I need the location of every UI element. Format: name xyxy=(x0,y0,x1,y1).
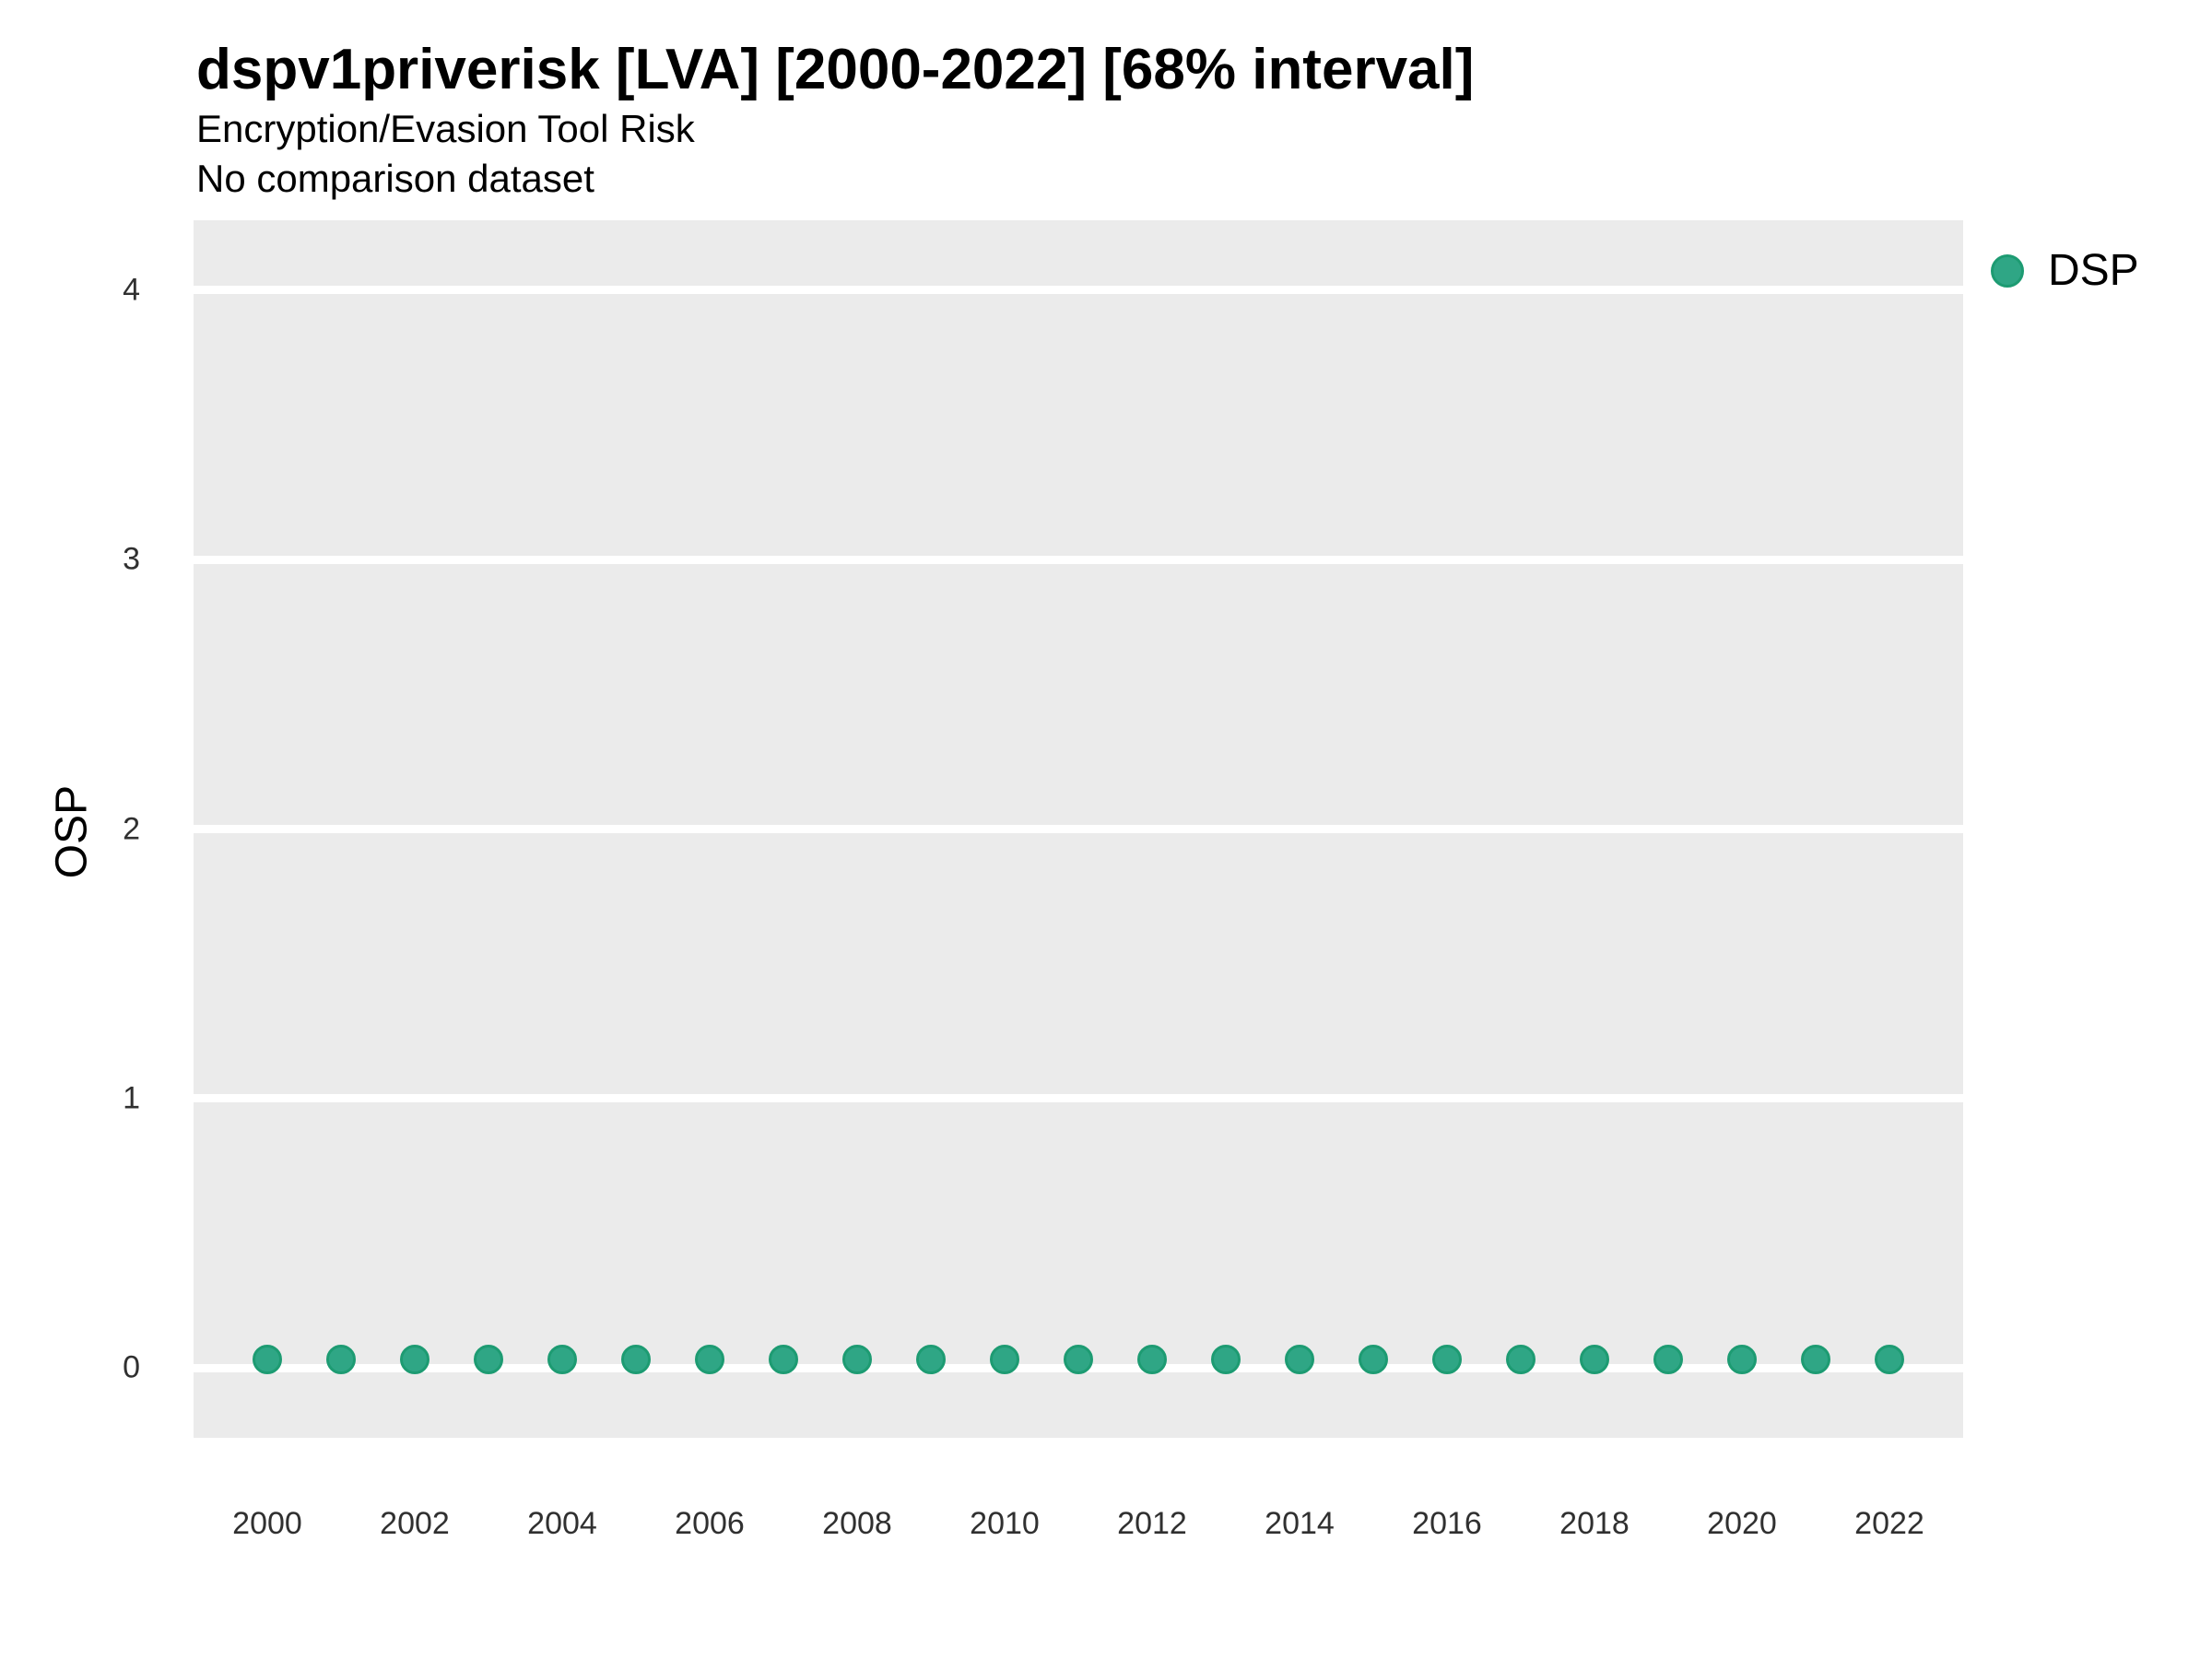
major-gridline-y-2 xyxy=(194,825,1963,833)
data-point-DSP-2001 xyxy=(326,1345,356,1375)
data-point-DSP-2002 xyxy=(400,1345,429,1375)
data-point-DSP-2020 xyxy=(1727,1345,1757,1375)
data-point-DSP-2011 xyxy=(1064,1345,1093,1375)
y-tick-label-2: 2 xyxy=(123,811,140,846)
x-tick-label-2012: 2012 xyxy=(1117,1506,1187,1541)
data-point-DSP-2015 xyxy=(1359,1345,1388,1375)
data-point-DSP-2013 xyxy=(1211,1345,1241,1375)
x-tick-label-2010: 2010 xyxy=(970,1506,1040,1541)
y-tick-label-3: 3 xyxy=(123,541,140,577)
x-tick-label-2006: 2006 xyxy=(675,1506,745,1541)
x-tick-label-2000: 2000 xyxy=(232,1506,302,1541)
x-tick-label-2002: 2002 xyxy=(380,1506,450,1541)
y-tick-label-1: 1 xyxy=(123,1080,140,1116)
data-point-DSP-2007 xyxy=(769,1345,798,1375)
data-point-DSP-2022 xyxy=(1875,1345,1904,1375)
plot-panel xyxy=(194,220,1963,1438)
y-tick-label-0: 0 xyxy=(123,1349,140,1385)
data-point-DSP-2003 xyxy=(474,1345,503,1375)
data-point-DSP-2019 xyxy=(1653,1345,1683,1375)
data-point-DSP-2021 xyxy=(1801,1345,1830,1375)
data-point-DSP-2018 xyxy=(1580,1345,1609,1375)
x-tick-label-2020: 2020 xyxy=(1707,1506,1777,1541)
legend-point-marker xyxy=(1991,253,2024,288)
x-tick-label-2018: 2018 xyxy=(1559,1506,1630,1541)
x-tick-label-2014: 2014 xyxy=(1265,1506,1335,1541)
x-tick-label-2008: 2008 xyxy=(822,1506,892,1541)
chart-title: dspv1priverisk [LVA] [2000-2022] [68% in… xyxy=(196,38,1475,101)
major-gridline-y-4 xyxy=(194,286,1963,295)
data-point-DSP-2008 xyxy=(842,1345,872,1375)
x-tick-label-2022: 2022 xyxy=(1854,1506,1924,1541)
data-point-DSP-2014 xyxy=(1285,1345,1314,1375)
data-point-DSP-2004 xyxy=(547,1345,577,1375)
legend-series-label: DSP xyxy=(2048,246,2139,295)
x-tick-label-2004: 2004 xyxy=(527,1506,597,1541)
data-point-DSP-2005 xyxy=(621,1345,651,1375)
major-gridline-y-3 xyxy=(194,555,1963,564)
chart-subtitle: Encryption/Evasion Tool Risk xyxy=(196,107,695,150)
data-point-DSP-2000 xyxy=(253,1345,282,1375)
data-point-DSP-2010 xyxy=(990,1345,1019,1375)
major-gridline-y-1 xyxy=(194,1094,1963,1103)
x-tick-label-2016: 2016 xyxy=(1412,1506,1482,1541)
data-point-DSP-2012 xyxy=(1137,1345,1167,1375)
data-point-DSP-2006 xyxy=(695,1345,724,1375)
data-point-DSP-2016 xyxy=(1432,1345,1462,1375)
data-point-DSP-2009 xyxy=(916,1345,946,1375)
legend: DSP xyxy=(1991,245,2139,296)
data-point-DSP-2017 xyxy=(1506,1345,1535,1375)
comparison-note: No comparison dataset xyxy=(196,157,594,200)
y-tick-label-4: 4 xyxy=(123,272,140,308)
